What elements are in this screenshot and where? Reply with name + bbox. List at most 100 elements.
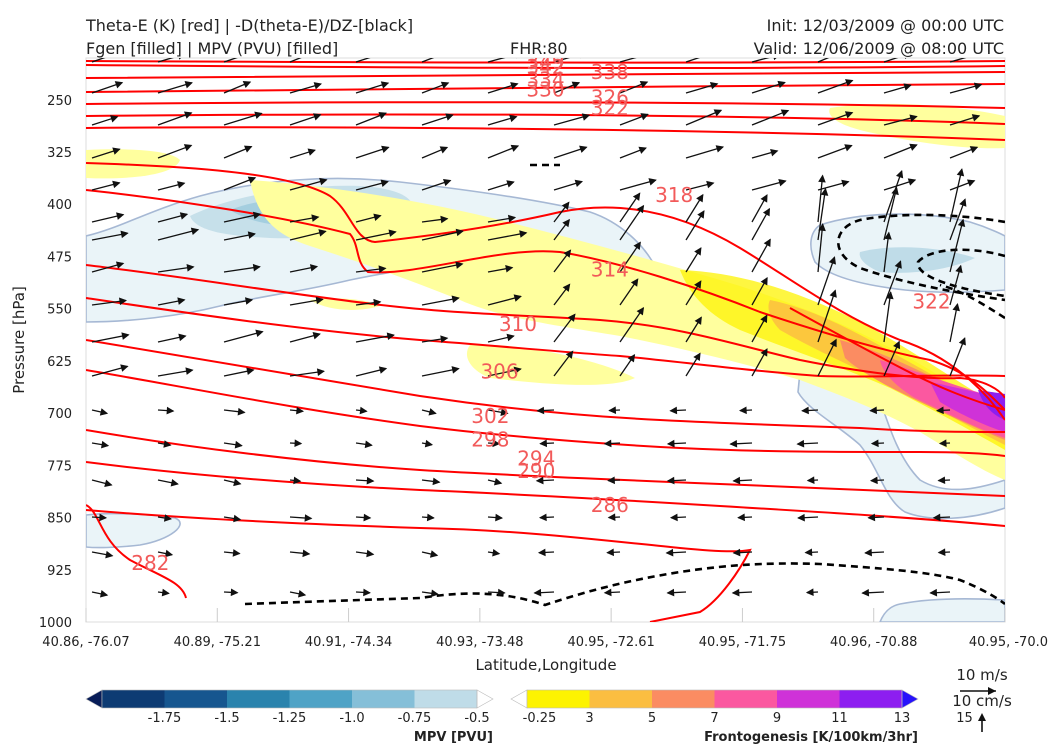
wind-vector-head [562, 218, 570, 228]
wind-vector-head [818, 223, 826, 232]
wind-vector-head [510, 144, 520, 152]
fgen-small-blob [310, 298, 380, 310]
theta-e-contour-label: 349 [526, 50, 564, 74]
wind-vector-head [869, 406, 877, 415]
mpv-region-bottom-right [879, 598, 1005, 622]
wind-vector-head [937, 548, 946, 557]
wind-vector [421, 230, 463, 241]
wind-vector-head [439, 146, 449, 154]
theta-e-contour-label: 294 [517, 446, 555, 470]
wind-vector-head [762, 207, 770, 217]
wind-vector [883, 292, 892, 343]
wind-vector-head [430, 589, 439, 598]
wind-vector-head [252, 211, 262, 220]
wind-vector-head [318, 229, 327, 237]
wind-vector-head [606, 548, 614, 557]
wind-vector-head [694, 316, 702, 325]
wind-vector [157, 58, 174, 63]
wind-vector-head [818, 174, 826, 183]
y-tick-label: 400 [47, 198, 72, 213]
fgen-colorbar-frame [526, 689, 903, 709]
wind-vector-head [581, 113, 591, 121]
wind-vector-head [116, 212, 125, 220]
wind-vector-head [636, 204, 645, 214]
wind-vector-head [455, 228, 464, 237]
wind-vector [355, 231, 396, 241]
wind-vector-head [820, 187, 829, 196]
wind-vector [223, 331, 263, 343]
wind-vector-head [665, 548, 674, 557]
wind-vector-head [493, 477, 503, 486]
theta-e-contour-label: 326 [591, 86, 629, 110]
wind-vector-head [440, 335, 449, 343]
wind-vector-head [666, 439, 675, 448]
mpv-colorbar-segment [352, 690, 415, 708]
fgen-colorbar-tick: 13 [894, 711, 911, 726]
wind-vector-head [252, 263, 261, 272]
wind-vector-head [366, 476, 375, 485]
mpv-colorbar-segment [289, 690, 353, 708]
wind-vectors [91, 50, 983, 598]
wind-vector-head [163, 440, 172, 448]
wind-vector-head [797, 513, 805, 522]
wind-vector-head [574, 179, 584, 188]
mpv-colorbar-tick: -0.75 [398, 711, 432, 726]
wind-vector [817, 58, 830, 63]
x-tick-label: 40.96, -70.88 [830, 635, 917, 650]
wind-vector-head [760, 314, 768, 324]
wind-vector-head [607, 476, 615, 485]
theta-e-contour-label: 314 [591, 258, 629, 282]
vector-key-vertical: 10 cm/s [952, 692, 1012, 710]
mpv-colorbar-tick: -0.25 [523, 711, 557, 726]
theta-e-contour-label: 298 [471, 428, 509, 452]
wind-vector-head [669, 406, 678, 415]
mpv-colorbar-title: MPV [PVU] [414, 730, 493, 745]
wind-vector-head [565, 350, 574, 359]
theta-e-contour-label: 330 [526, 77, 564, 101]
wind-vector-head [293, 476, 302, 485]
wind-vector-head [114, 81, 124, 89]
wind-vector-head [778, 178, 787, 187]
wind-vector-head [319, 177, 328, 186]
theta-e-342 [86, 64, 1005, 69]
wind-vector-head [893, 340, 901, 350]
wind-vector-head [711, 50, 718, 56]
wind-vector-head [121, 332, 130, 340]
wind-vector-head [378, 112, 387, 120]
wind-vector-head [242, 81, 252, 89]
mpv-region-right-core [859, 247, 975, 273]
wind-vector-head [230, 588, 239, 597]
theta-e-contour-label: 318 [655, 183, 693, 207]
wind-vector-head [451, 295, 460, 303]
wind-vector-head [737, 513, 745, 522]
wind-vector-head [247, 176, 257, 184]
wind-vector-head [844, 144, 853, 152]
wind-vector-head [571, 81, 581, 89]
wind-vector-head [760, 194, 768, 203]
mpv-colorbar-segment [227, 690, 290, 708]
wind-vector-head [185, 367, 194, 375]
wind-vector-head [243, 145, 253, 153]
wind-vector-head [579, 145, 588, 153]
theta-e-330 [86, 101, 1005, 109]
wind-vector-head [732, 476, 741, 485]
wind-vector-head [760, 348, 768, 357]
wind-vector-head [186, 264, 195, 272]
fgen-colorbar-tick: 11 [831, 711, 848, 726]
wind-vector-head [386, 332, 395, 340]
wind-vector-head [844, 111, 854, 119]
wind-vector-head [234, 440, 243, 449]
theta-e-322 [86, 126, 1005, 141]
wind-vector [817, 175, 824, 223]
wind-vector-head [99, 590, 109, 598]
wind-vector-head [315, 296, 324, 305]
wind-vector [883, 232, 890, 273]
stability-contour-right-1 [836, 213, 1005, 302]
wind-vector-head [770, 148, 779, 157]
wind-vector-head [190, 227, 200, 235]
wind-vector-head [537, 548, 546, 557]
y-axis: 250 325 400 475 550 625 700 775 850 925 1000 [39, 94, 72, 631]
wind-vector [421, 263, 463, 273]
wind-vector-head [864, 548, 872, 557]
wind-vector-head [432, 477, 441, 486]
